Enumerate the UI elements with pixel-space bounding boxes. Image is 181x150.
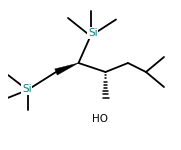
Text: Si: Si bbox=[22, 84, 31, 94]
Text: HO: HO bbox=[92, 114, 108, 123]
Text: Si: Si bbox=[88, 28, 98, 38]
Polygon shape bbox=[55, 63, 79, 75]
